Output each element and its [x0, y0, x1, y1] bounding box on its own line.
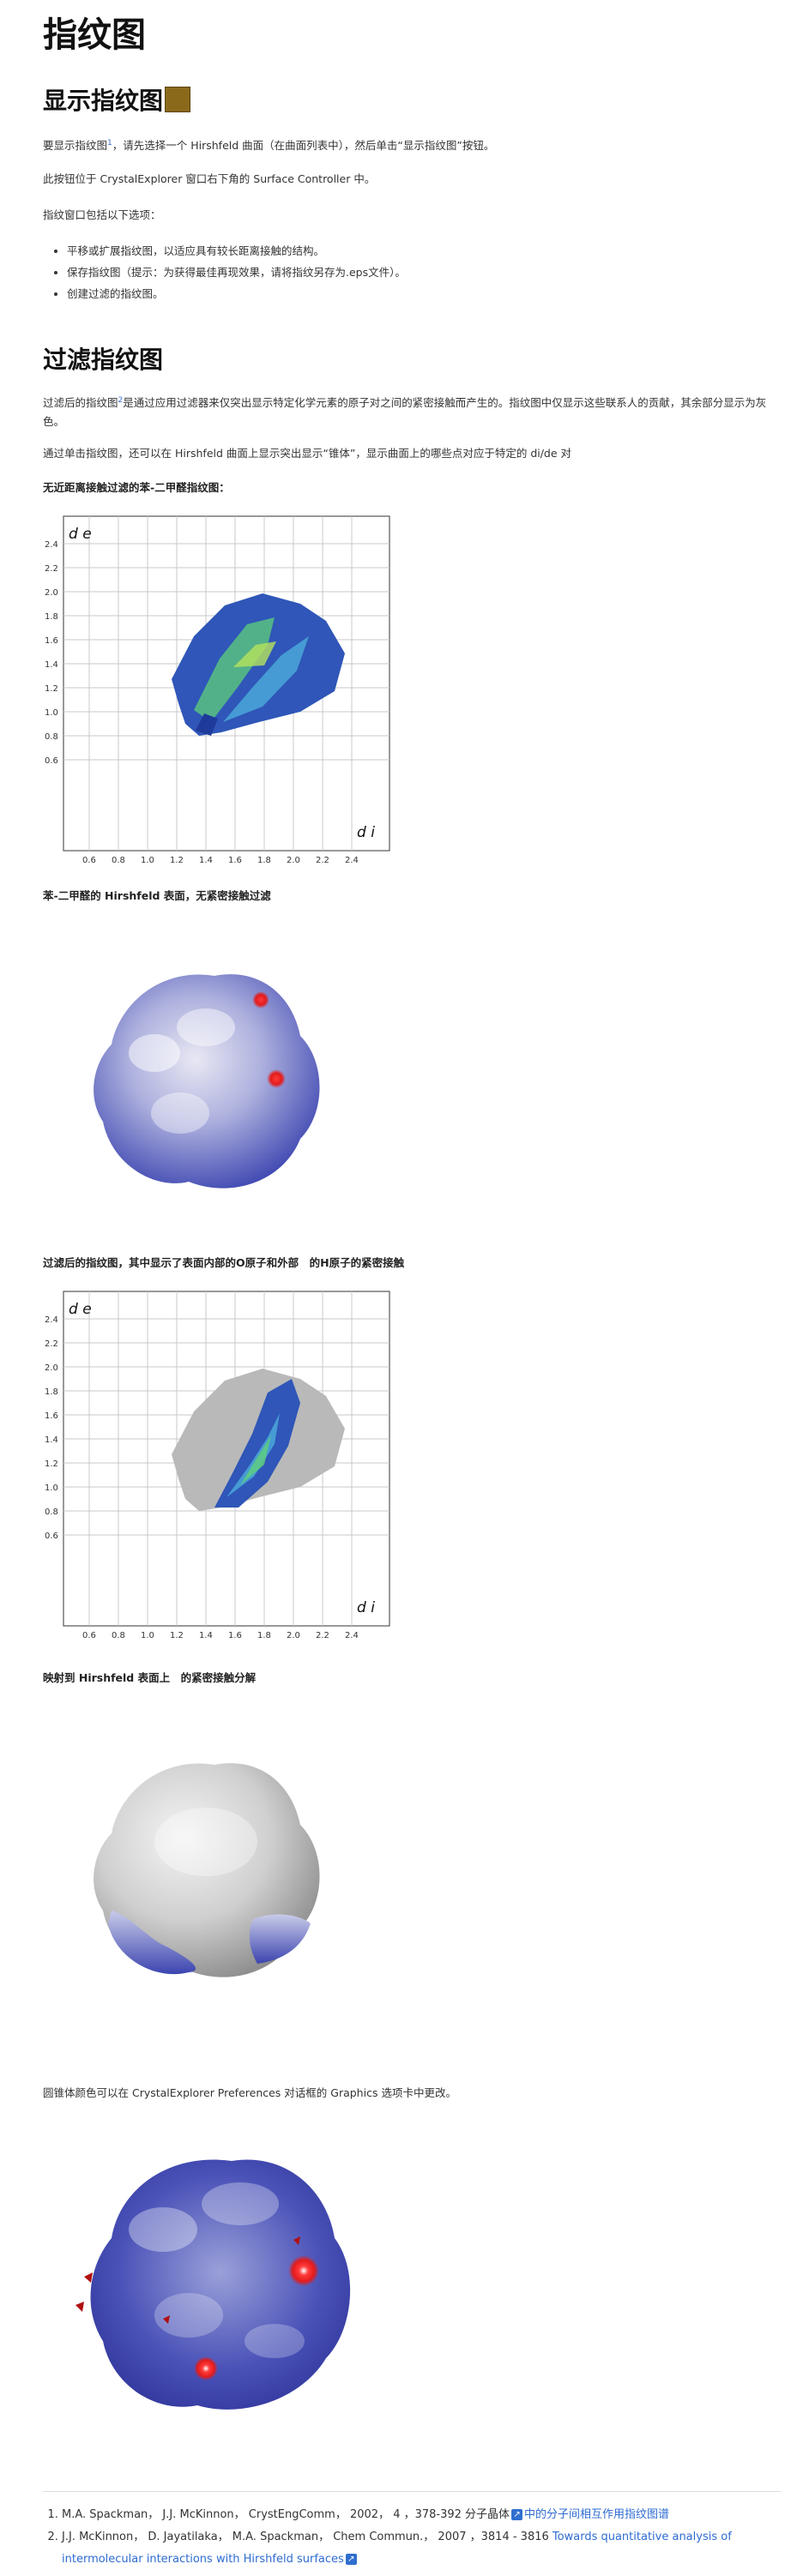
y-tick-label: 0.8 [45, 1508, 58, 1517]
y-tick-label: 1.6 [45, 1411, 58, 1421]
x-tick-label: 1.6 [228, 856, 242, 865]
fingerprint-points-filtered [214, 1379, 300, 1508]
di-axis-label: d i [357, 824, 375, 841]
options-list: 平移或扩展指纹图，以适应具有较长距离接触的结构。 保存指纹图（提示：为获得最佳再… [43, 240, 406, 304]
y-tick-label: 1.4 [45, 660, 58, 670]
y-tick-label: 0.6 [45, 1532, 58, 1541]
x-tick-label: 1.2 [170, 856, 184, 865]
y-tick-label: 2.0 [45, 1363, 58, 1373]
hirshfeld-surface-image-1[interactable] [77, 950, 352, 1211]
page-title: 指纹图 [43, 15, 146, 55]
y-tick-label: 2.2 [45, 1339, 58, 1349]
caption-contact-decomposition: 映射到 Hirshfeld 表面上 的紧密接触分解 [43, 1671, 257, 1684]
x-tick-label: 1.6 [228, 1631, 242, 1640]
footnote-link-1[interactable]: 1 [107, 139, 112, 147]
y-axis-tick-labels: 2.4 2.2 2.0 1.8 1.6 1.4 1.2 1.0 0.8 0.6 [45, 540, 58, 766]
y-tick-label: 1.8 [45, 1387, 58, 1397]
section-heading-filter-fingerprint: 过滤指纹图 [43, 346, 164, 374]
x-tick-label: 0.8 [112, 1631, 125, 1640]
y-tick-label: 1.8 [45, 612, 58, 622]
list-item: 保存指纹图（提示：为获得最佳再现效果，请将指纹另存为.eps文件）。 [67, 262, 406, 283]
footnote-link-2[interactable]: 2 [118, 396, 124, 405]
x-tick-label: 1.8 [257, 856, 271, 865]
di-axis-label: d i [357, 1599, 375, 1616]
list-item: 创建过滤的指纹图。 [67, 283, 406, 304]
paragraph-cone-highlight: 通过单击指纹图，还可以在 Hirshfeld 曲面上显示突出显示“锥体”，显示曲… [43, 447, 572, 460]
hirshfeld-surface-image-3[interactable] [69, 2144, 377, 2430]
x-tick-label: 1.0 [141, 1631, 154, 1640]
x-tick-label: 1.4 [199, 1631, 213, 1640]
y-tick-label: 2.2 [45, 564, 58, 574]
reference-item: J.J. McKinnon， D. Jayatilaka， M.A. Spack… [62, 2526, 781, 2571]
de-axis-label: d e [69, 526, 92, 543]
y-tick-label: 1.0 [45, 1484, 58, 1493]
x-tick-label: 1.4 [199, 856, 213, 865]
x-tick-label: 2.0 [287, 1631, 300, 1640]
paragraph-options-intro: 指纹窗口包括以下选项： [43, 208, 161, 221]
x-tick-label: 0.8 [112, 856, 125, 865]
external-link-icon[interactable]: ↗ [511, 2509, 523, 2520]
y-tick-label: 0.8 [45, 732, 58, 742]
x-tick-label: 1.0 [141, 856, 154, 865]
de-axis-label: d e [69, 1301, 92, 1318]
list-item: 平移或扩展指纹图，以适应具有较长距离接触的结构。 [67, 240, 406, 262]
x-tick-label: 2.4 [345, 1631, 359, 1640]
x-tick-label: 1.2 [170, 1631, 184, 1640]
paragraph-show-fingerprint: 要显示指纹图1，请先选择一个 Hirshfeld 曲面（在曲面列表中），然后单击… [43, 139, 495, 153]
paragraph-cone-color: 圆锥体颜色可以在 CrystalExplorer Preferences 对话框… [43, 2086, 456, 2099]
x-tick-label: 2.2 [316, 1631, 329, 1640]
paragraph-filtered-fingerprint: 过滤后的指纹图2是通过应用过滤器来仅突出显示特定化学元素的原子对之间的紧密接触而… [43, 396, 767, 429]
fingerprint-plot-filtered[interactable]: 2.4 2.2 2.0 1.8 1.6 1.4 1.2 1.0 0.8 0.6 0.6 0.8 1.0… [43, 1283, 395, 1643]
x-tick-label: 0.6 [82, 856, 96, 865]
caption-unfiltered-fingerprint: 无近距离接触过滤的苯-二甲醛指纹图： [43, 481, 230, 494]
paragraph-surface-controller: 此按钮位于 CrystalExplorer 窗口右下角的 Surface Con… [43, 172, 376, 185]
y-tick-label: 1.6 [45, 636, 58, 646]
reference-item: M.A. Spackman， J.J. McKinnon， CrystEngCo… [62, 2504, 781, 2526]
x-axis-tick-labels: 0.6 0.8 1.0 1.2 1.4 1.6 1.8 2.0 2.2 2.4 [82, 856, 359, 865]
x-axis-tick-labels: 0.6 0.8 1.0 1.2 1.4 1.6 1.8 2.0 2.2 2.4 [82, 1631, 359, 1640]
y-tick-label: 2.4 [45, 540, 58, 550]
fingerprint-plot-unfiltered[interactable]: 2.4 2.2 2.0 1.8 1.6 1.4 1.2 1.0 0.8 0.6 0.6 0.8 1.0… [43, 508, 395, 868]
reference-link-2[interactable]: Towards quantitative analysis of intermo… [62, 2531, 732, 2566]
section-heading-show-fingerprint: 显示指纹图 [43, 82, 191, 117]
caption-hirshfeld-surface-unfiltered: 苯-二甲醛的 Hirshfeld 表面，无紧密接触过滤 [43, 889, 271, 902]
x-tick-label: 2.2 [316, 856, 329, 865]
y-tick-label: 1.0 [45, 708, 58, 718]
hirshfeld-surface-image-2[interactable] [77, 1739, 352, 2000]
y-tick-label: 0.6 [45, 756, 58, 766]
fingerprint-points [172, 593, 345, 736]
x-tick-label: 2.4 [345, 856, 359, 865]
reference-link-1[interactable]: 中的分子间相互作用指纹图谱 [524, 2508, 670, 2521]
y-tick-label: 1.4 [45, 1435, 58, 1445]
x-tick-label: 2.0 [287, 856, 300, 865]
references-section: M.A. Spackman， J.J. McKinnon， CrystEngCo… [43, 2491, 781, 2571]
caption-filtered-fingerprint: 过滤后的指纹图，其中显示了表面内部的O原子和外部 的H原子的紧密接触 [43, 1256, 405, 1269]
y-tick-label: 2.0 [45, 588, 58, 598]
external-link-icon[interactable]: ↗ [345, 2554, 357, 2565]
y-tick-label: 2.4 [45, 1315, 58, 1325]
x-tick-label: 0.6 [82, 1631, 96, 1640]
y-tick-label: 1.2 [45, 1460, 58, 1469]
references-list: M.A. Spackman， J.J. McKinnon， CrystEngCo… [43, 2504, 781, 2571]
y-tick-label: 1.2 [45, 684, 58, 694]
fingerprint-thumbnail-icon [165, 87, 191, 112]
x-tick-label: 1.8 [257, 1631, 271, 1640]
y-axis-tick-labels: 2.4 2.2 2.0 1.8 1.6 1.4 1.2 1.0 0.8 0.6 [45, 1315, 58, 1541]
